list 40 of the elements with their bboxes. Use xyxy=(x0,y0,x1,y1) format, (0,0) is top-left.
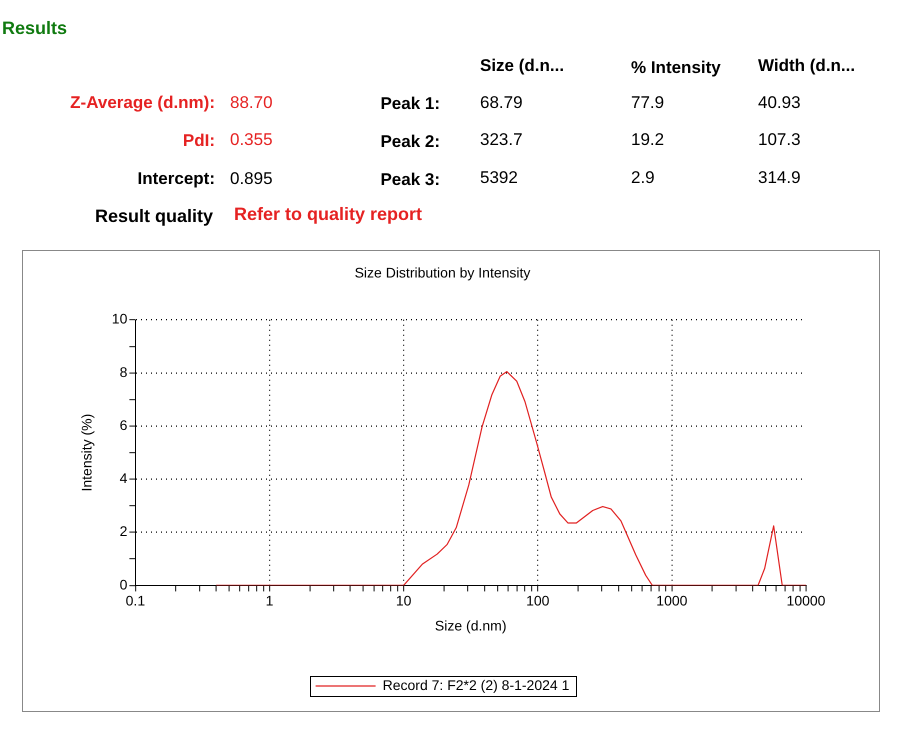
x-tick-label: 1 xyxy=(266,592,274,609)
text: 68.79 xyxy=(480,93,523,113)
text: Intercept: xyxy=(138,169,215,189)
y-tick-label: 4 xyxy=(120,470,128,486)
text: Result quality xyxy=(94,206,213,227)
text: 0.355 xyxy=(230,130,273,150)
text: Z-Average (d.nm): xyxy=(70,93,215,113)
text: 5392 xyxy=(480,168,518,188)
chart-title: Size Distribution by Intensity xyxy=(354,264,530,280)
text: % Intensity xyxy=(631,58,721,78)
text: 107.3 xyxy=(758,130,801,150)
y-tick-label: 2 xyxy=(120,523,128,540)
x-tick-label: 0.1 xyxy=(126,592,146,609)
text: 40.93 xyxy=(758,93,801,113)
text: 323.7 xyxy=(480,130,523,150)
text: 77.9 xyxy=(631,93,664,113)
y-tick-label: 10 xyxy=(112,310,128,327)
text: 2.9 xyxy=(631,168,655,188)
text: PdI: xyxy=(182,131,215,151)
text: 88.70 xyxy=(230,93,273,113)
x-tick-label: 10000 xyxy=(786,592,826,609)
text: Peak 1: xyxy=(380,94,440,114)
x-tick-label: 1000 xyxy=(656,592,688,609)
text: 0.895 xyxy=(230,169,273,189)
x-tick-label: 100 xyxy=(526,592,550,609)
text: Size (d.n... xyxy=(480,56,564,76)
text: Peak 2: xyxy=(380,132,440,152)
y-tick-label: 0 xyxy=(120,576,128,592)
text: Results xyxy=(2,18,68,39)
text: Refer to quality report xyxy=(234,204,422,225)
x-tick-label: 10 xyxy=(396,592,412,609)
text: Peak 3: xyxy=(380,170,440,190)
y-tick-label: 6 xyxy=(120,416,128,433)
y-axis-title: Intensity (%) xyxy=(78,414,94,492)
x-axis-title: Size (d.nm) xyxy=(434,617,506,634)
y-tick-label: 8 xyxy=(120,364,128,380)
text: Width (d.n... xyxy=(758,56,856,76)
legend-label: Record 7: F2*2 (2) 8-1-2024 1 xyxy=(382,676,570,693)
text: 314.9 xyxy=(758,168,801,188)
text: 19.2 xyxy=(631,130,664,150)
